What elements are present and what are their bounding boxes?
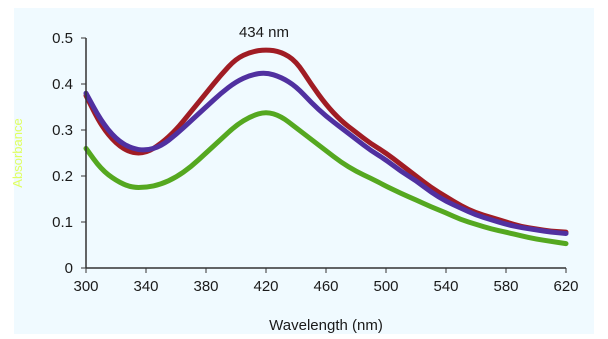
series-layer (83, 47, 569, 247)
x-tick-label: 540 (433, 278, 458, 295)
x-tick-label: 380 (193, 278, 218, 295)
y-tick-label: 0.4 (52, 76, 73, 93)
x-axis-ticks: 300 340 380 420 460 500 540 580 620 (73, 268, 579, 295)
x-tick-label: 460 (313, 278, 338, 295)
peak-annotation: 434 nm (239, 24, 289, 41)
x-tick-label: 620 (553, 278, 578, 295)
series-line-2 (83, 70, 569, 236)
x-tick-label: 340 (133, 278, 158, 295)
x-tick-label: 300 (73, 278, 98, 295)
series-line-3 (83, 110, 569, 247)
y-tick-label: 0.3 (52, 122, 73, 139)
x-tick-label: 420 (253, 278, 278, 295)
y-axis-title: Absorbance (10, 118, 25, 187)
x-axis-title: Wavelength (nm) (269, 317, 383, 334)
y-tick-label: 0.5 (52, 30, 73, 47)
plot-background (14, 8, 594, 334)
x-tick-label: 580 (493, 278, 518, 295)
y-tick-label: 0.1 (52, 214, 73, 231)
y-tick-label: 0 (65, 260, 73, 277)
y-axis-ticks: 0 0.1 0.2 0.3 0.4 0.5 (52, 30, 86, 277)
y-tick-label: 0.2 (52, 168, 73, 185)
x-tick-label: 500 (373, 278, 398, 295)
